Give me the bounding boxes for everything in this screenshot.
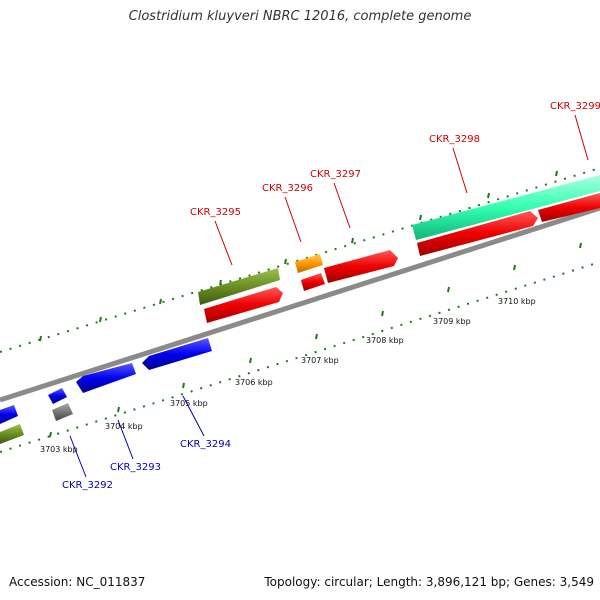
gene-ckr-3299[interactable] bbox=[538, 193, 600, 222]
gene-label[interactable]: CKR_3299 bbox=[550, 101, 600, 112]
gene-left-red[interactable] bbox=[204, 287, 283, 323]
scale-label: 3705 kbp bbox=[170, 399, 208, 408]
gene-ckr-3298[interactable] bbox=[417, 211, 538, 256]
scale-label: 3706 kbp bbox=[235, 378, 273, 387]
gene-ckr-3296[interactable] bbox=[295, 254, 323, 273]
gene-label[interactable]: CKR_3296 bbox=[262, 183, 313, 194]
gene-label[interactable]: CKR_3293 bbox=[110, 462, 161, 473]
scale-label: 3709 kbp bbox=[433, 317, 471, 326]
gene-ckr-3297[interactable] bbox=[324, 250, 398, 283]
scale-label: 3707 kbp bbox=[301, 356, 339, 365]
gene-label[interactable]: CKR_3295 bbox=[190, 207, 241, 218]
gene-label[interactable]: CKR_3294 bbox=[180, 439, 231, 450]
genome-summary-text: Topology: circular; Length: 3,896,121 bp… bbox=[264, 575, 594, 589]
inner-scale-ring bbox=[0, 242, 600, 453]
outer-scale-ring bbox=[0, 167, 600, 353]
gene-labels-bottom: CKR_3292 CKR_3293 CKR_3294 bbox=[62, 439, 231, 491]
scale-label: 3704 kbp bbox=[105, 422, 143, 431]
gene-ckr-3294[interactable] bbox=[142, 338, 212, 370]
label-leaders bbox=[69, 114, 589, 478]
gene-ckr-3296-cds[interactable] bbox=[301, 273, 325, 291]
genome-backbone bbox=[0, 205, 600, 403]
accession-text: Accession: NC_011837 bbox=[9, 575, 146, 589]
reverse-strand-genes bbox=[0, 338, 212, 444]
gene-ckr-3295[interactable] bbox=[198, 268, 280, 305]
gene-ckr-3293[interactable] bbox=[76, 363, 136, 393]
genome-title: Clostridium kluyveri NBRC 12016, complet… bbox=[128, 9, 472, 24]
gene-labels-top: CKR_3295 CKR_3296 CKR_3297 CKR_3298 CKR_… bbox=[190, 101, 600, 218]
gene-left-blue[interactable] bbox=[0, 405, 18, 424]
gene-ckr-3292[interactable] bbox=[52, 403, 73, 421]
scale-label: 3710 kbp bbox=[498, 297, 536, 306]
gene-label[interactable]: CKR_3298 bbox=[429, 134, 480, 145]
scale-label: 3703 kbp bbox=[40, 445, 78, 454]
scale-labels: 3703 kbp 3704 kbp 3705 kbp 3706 kbp 3707… bbox=[40, 297, 536, 454]
gene-label[interactable]: CKR_3292 bbox=[62, 480, 113, 491]
scale-label: 3708 kbp bbox=[366, 336, 404, 345]
forward-strand-genes bbox=[198, 175, 600, 323]
gene-label[interactable]: CKR_3297 bbox=[310, 169, 361, 180]
gene-left-olive[interactable] bbox=[0, 424, 24, 444]
gene-ckr-3292-small[interactable] bbox=[48, 388, 67, 404]
gene-ckr-3298-rna[interactable] bbox=[412, 175, 600, 240]
